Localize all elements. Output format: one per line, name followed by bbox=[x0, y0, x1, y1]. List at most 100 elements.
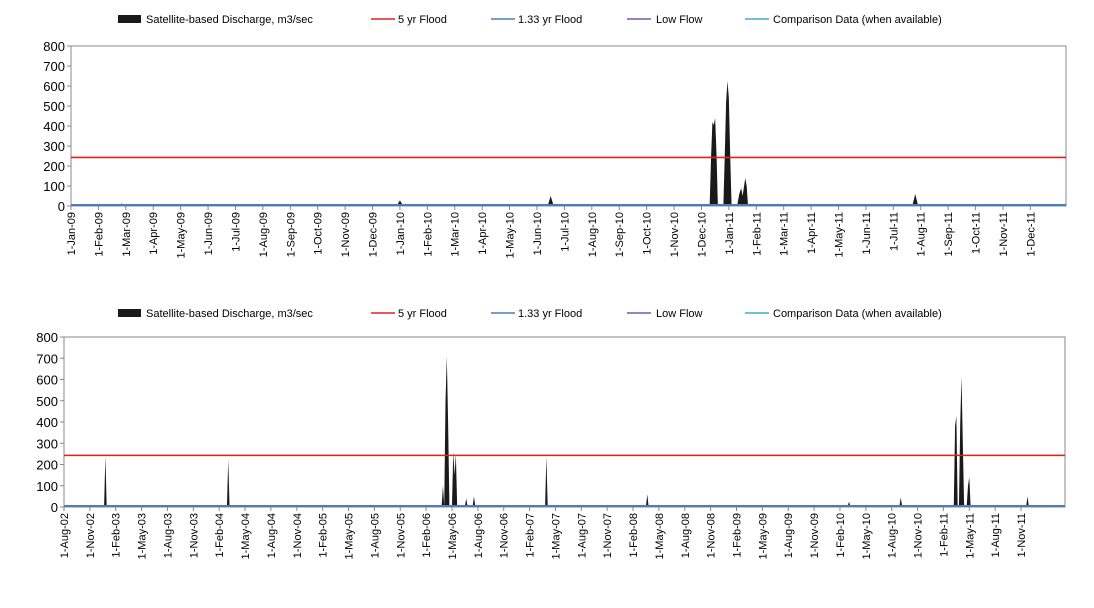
x-tick-label: 1-Jul-11 bbox=[888, 212, 900, 251]
legend-label: Low Flow bbox=[656, 14, 703, 26]
y-tick-label: 500 bbox=[36, 394, 58, 409]
y-tick-label: 600 bbox=[36, 373, 58, 388]
x-tick-label: 1-Jan-09 bbox=[66, 212, 78, 255]
legend: Satellite-based Discharge, m3/sec 5 yr Fl… bbox=[118, 308, 942, 320]
chart-2: Satellite-based Discharge, m3/sec 5 yr Fl… bbox=[36, 308, 1066, 559]
x-tick-label: 1-Aug-05 bbox=[369, 513, 381, 558]
x-tick-label: 1-Apr-11 bbox=[806, 212, 818, 254]
x-tick-label: 1-Aug-03 bbox=[162, 513, 174, 558]
x-tick-label: 1-Oct-09 bbox=[313, 212, 325, 255]
x-tick-label: 1-May-05 bbox=[344, 513, 356, 559]
y-tick-label: 600 bbox=[43, 79, 65, 94]
y-tick-label: 700 bbox=[43, 59, 65, 74]
y-tick-label: 200 bbox=[36, 458, 58, 473]
legend-label: Comparison Data (when available) bbox=[773, 308, 942, 320]
x-tick-label: 1-Feb-08 bbox=[628, 513, 640, 558]
x-tick-label: 1-Jul-10 bbox=[559, 212, 571, 252]
x-tick-label: 1-Oct-10 bbox=[642, 212, 654, 255]
x-tick-label: 1-Nov-07 bbox=[602, 513, 614, 558]
legend-label: 1.33 yr Flood bbox=[518, 14, 582, 26]
y-tick-label: 500 bbox=[43, 99, 65, 114]
legend-label: Low Flow bbox=[656, 308, 703, 320]
y-tick-label: 300 bbox=[43, 139, 65, 154]
x-tick-label: 1-Nov-10 bbox=[669, 212, 681, 257]
x-tick-label: 1-Dec-11 bbox=[1025, 212, 1037, 256]
x-tick-label: 1-Jun-09 bbox=[203, 212, 215, 255]
y-tick-label: 0 bbox=[51, 500, 58, 515]
x-tick-label: 1-Feb-06 bbox=[421, 513, 433, 558]
x-tick-label: 1-Nov-09 bbox=[809, 513, 821, 558]
x-tick-label: 1-Feb-03 bbox=[111, 513, 123, 558]
x-tick-label: 1-Nov-04 bbox=[292, 513, 304, 558]
x-tick-label: 1-May-09 bbox=[176, 212, 188, 258]
x-tick-label: 1-Feb-05 bbox=[318, 513, 330, 558]
x-tick-label: 1-May-04 bbox=[240, 513, 252, 559]
x-tick-label: 1-Nov-11 bbox=[998, 212, 1010, 256]
x-tick-label: 1-May-09 bbox=[757, 513, 769, 559]
chart-1: Satellite-based Discharge, m3/sec 5 yr Fl… bbox=[43, 14, 1067, 258]
x-tick-label: 1-Sep-10 bbox=[614, 212, 626, 257]
x-tick-label: 1-Feb-10 bbox=[422, 212, 434, 257]
x-tick-label: 1-May-03 bbox=[137, 513, 149, 559]
x-tick-label: 1-May-11 bbox=[964, 513, 976, 559]
x-tick-label: 1-Jan-10 bbox=[395, 212, 407, 255]
x-tick-label: 1-Feb-11 bbox=[751, 212, 763, 256]
x-tick-label: 1-Dec-10 bbox=[696, 212, 708, 257]
plot-area bbox=[70, 45, 1067, 207]
x-tick-label: 1-Nov-10 bbox=[913, 513, 925, 558]
x-tick-label: 1-Feb-07 bbox=[525, 513, 537, 558]
y-tick-label: 0 bbox=[58, 199, 65, 214]
y-tick-label: 400 bbox=[43, 119, 65, 134]
y-tick-label: 300 bbox=[36, 436, 58, 451]
x-tick-label: 1-Jan-11 bbox=[724, 212, 736, 255]
x-tick-label: 1-May-06 bbox=[447, 513, 459, 559]
x-tick-label: 1-Aug-04 bbox=[266, 513, 278, 558]
x-tick-label: 1-Feb-11 bbox=[938, 513, 950, 557]
x-tick-label: 1-Aug-02 bbox=[59, 513, 71, 558]
x-tick-label: 1-Nov-03 bbox=[188, 513, 200, 558]
y-tick-label: 800 bbox=[43, 39, 65, 54]
plot-area bbox=[63, 336, 1066, 508]
x-tick-label: 1-May-08 bbox=[654, 513, 666, 559]
x-tick-label: 1-Feb-09 bbox=[93, 212, 105, 257]
y-tick-label: 800 bbox=[36, 330, 58, 345]
x-tick-label: 1-Sep-11 bbox=[943, 212, 955, 256]
x-tick-label: 1-Aug-09 bbox=[783, 513, 795, 558]
x-tick-label: 1-Feb-09 bbox=[732, 513, 744, 558]
x-tick-label: 1-Jun-11 bbox=[861, 212, 873, 255]
x-tick-label: 1-Mar-09 bbox=[121, 212, 133, 257]
x-tick-label: 1-Aug-11 bbox=[990, 513, 1002, 557]
legend-label: Satellite-based Discharge, m3/sec bbox=[146, 14, 313, 26]
x-tick-label: 1-Nov-02 bbox=[85, 513, 97, 558]
x-tick-label: 1-Apr-10 bbox=[477, 212, 489, 255]
y-tick-label: 100 bbox=[36, 479, 58, 494]
x-tick-label: 1-Nov-06 bbox=[499, 513, 511, 558]
x-tick-label: 1-Nov-09 bbox=[340, 212, 352, 257]
y-tick-label: 200 bbox=[43, 159, 65, 174]
x-tick-label: 1-Feb-04 bbox=[214, 513, 226, 558]
x-tick-label: 1-Jul-09 bbox=[230, 212, 242, 252]
x-tick-label: 1-Feb-10 bbox=[835, 513, 847, 558]
x-tick-label: 1-Aug-11 bbox=[916, 212, 928, 256]
x-tick-label: 1-Aug-10 bbox=[587, 212, 599, 257]
x-tick-label: 1-Mar-11 bbox=[779, 212, 791, 256]
x-tick-label: 1-Aug-08 bbox=[680, 513, 692, 558]
x-tick-label: 1-May-11 bbox=[833, 212, 845, 258]
x-tick-label: 1-Nov-08 bbox=[706, 513, 718, 558]
x-tick-label: 1-May-10 bbox=[505, 212, 517, 258]
x-tick-label: 1-Aug-09 bbox=[258, 212, 270, 257]
x-tick-label: 1-Aug-06 bbox=[473, 513, 485, 558]
x-tick-label: 1-Aug-07 bbox=[576, 513, 588, 558]
y-tick-label: 400 bbox=[36, 415, 58, 430]
legend: Satellite-based Discharge, m3/sec 5 yr Fl… bbox=[118, 14, 942, 26]
x-tick-label: 1-Dec-09 bbox=[368, 212, 380, 257]
legend-label: 5 yr Flood bbox=[398, 14, 447, 26]
legend-label: 1.33 yr Flood bbox=[518, 308, 582, 320]
x-tick-label: 1-Apr-09 bbox=[148, 212, 160, 255]
legend-swatch bbox=[118, 309, 141, 317]
x-tick-label: 1-Jun-10 bbox=[532, 212, 544, 255]
x-tick-label: 1-May-10 bbox=[861, 513, 873, 559]
y-tick-label: 700 bbox=[36, 351, 58, 366]
x-tick-label: 1-May-07 bbox=[550, 513, 562, 559]
